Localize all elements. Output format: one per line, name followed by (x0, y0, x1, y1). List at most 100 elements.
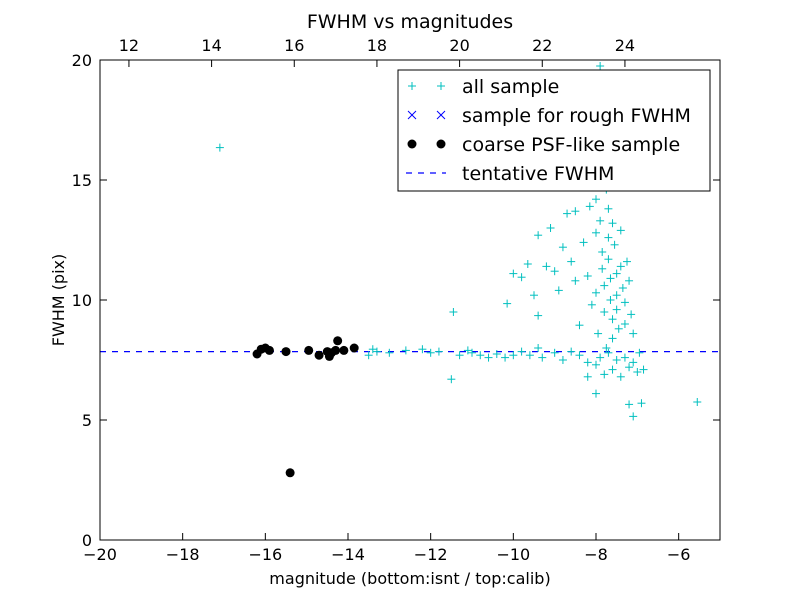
all-sample-point (215, 143, 224, 152)
x-axis-label: magnitude (bottom:isnt / top:calib) (269, 569, 550, 588)
all-sample-point (476, 351, 485, 360)
all-sample-point (608, 219, 617, 228)
x-tick-label: −18 (166, 545, 200, 564)
all-sample-point (558, 356, 567, 364)
all-sample-point (567, 257, 576, 266)
all-sample-point (579, 238, 588, 247)
all-sample-point (484, 353, 493, 362)
all-sample-point (635, 348, 644, 357)
top-x-tick-label: 18 (367, 36, 387, 55)
all-sample-point (449, 308, 458, 316)
plot-area (100, 62, 720, 478)
all-sample-point (592, 360, 600, 369)
legend-entry-label: tentative FWHM (462, 163, 614, 185)
all-sample-point (583, 372, 592, 381)
top-x-tick-label: 14 (201, 36, 221, 55)
all-sample-point (606, 274, 615, 283)
x-tick-label: −14 (331, 545, 365, 564)
legend-entry-label: all sample (462, 76, 559, 98)
all-sample-point (600, 281, 609, 290)
all-sample-point (517, 347, 526, 356)
all-sample-point (517, 273, 526, 282)
all-sample-point (447, 375, 456, 384)
all-sample-point (618, 284, 627, 292)
legend-entry-label: sample for rough FWHM (462, 105, 691, 127)
psf-like-point (281, 347, 291, 357)
all-sample-point (558, 243, 567, 252)
all-sample-point (585, 202, 594, 211)
all-sample-point (596, 216, 605, 225)
all-sample-point (385, 348, 394, 357)
all-sample-point (629, 412, 638, 421)
all-sample-point (587, 300, 596, 309)
all-sample-point (575, 321, 584, 330)
all-sample-point (625, 276, 634, 285)
all-sample-point (608, 315, 617, 324)
all-sample-point (606, 296, 615, 304)
all-sample-point (571, 207, 580, 216)
all-sample-point (598, 264, 607, 273)
all-sample-point (592, 195, 600, 204)
all-sample-point (583, 272, 592, 280)
all-sample-point (600, 370, 609, 379)
all-sample-point (571, 276, 580, 285)
all-sample-point (616, 372, 625, 381)
legend-entry-label: coarse PSF-like sample (462, 134, 680, 156)
all-sample-point (523, 260, 532, 268)
all-sample-point (434, 347, 443, 356)
all-sample-point (623, 257, 631, 266)
psf-like-point (349, 343, 359, 353)
psf-like-point (339, 345, 349, 355)
all-sample-point (639, 365, 648, 374)
all-sample-point (550, 267, 559, 276)
x-tick-label: −20 (83, 545, 117, 564)
all-sample-point (629, 329, 638, 338)
all-sample-point (620, 298, 629, 307)
top-x-tick-label: 16 (284, 36, 304, 55)
all-sample-point (525, 351, 534, 360)
y-tick-label: 15 (72, 171, 92, 190)
all-sample-point (612, 356, 621, 364)
x-tick-label: −16 (248, 545, 282, 564)
top-x-tick-label: 22 (532, 36, 552, 55)
all-sample-point (612, 291, 621, 300)
all-sample-point (614, 324, 623, 333)
all-sample-point (637, 399, 646, 408)
x-tick-label: −10 (496, 545, 530, 564)
all-sample-point (418, 345, 427, 354)
all-sample-point (372, 347, 381, 356)
all-sample-point (633, 368, 642, 376)
legend-marker-all-sample (437, 82, 445, 90)
y-axis-label: FWHM (pix) (49, 254, 68, 347)
chart-title: FWHM vs magnitudes (307, 11, 513, 33)
all-sample-point (534, 311, 543, 320)
all-sample-point (401, 346, 410, 355)
all-sample-point (492, 350, 501, 358)
legend-marker-psf-like (436, 139, 446, 149)
all-sample-point (596, 353, 605, 362)
all-sample-point (600, 308, 609, 316)
y-tick-label: 10 (72, 291, 92, 310)
all-sample-point (583, 358, 592, 367)
all-sample-point (604, 348, 613, 357)
all-sample-point (503, 299, 512, 308)
psf-like-point (264, 345, 274, 355)
psf-like-point (285, 468, 295, 478)
all-sample-point (598, 248, 607, 256)
all-sample-point (575, 351, 584, 360)
y-tick-label: 0 (82, 531, 92, 550)
legend-marker-psf-like (407, 139, 417, 149)
all-sample-point (608, 365, 617, 374)
all-sample-point (608, 334, 617, 343)
all-sample-point (563, 209, 572, 218)
all-sample-point (625, 363, 634, 372)
all-sample-point (554, 286, 563, 295)
all-sample-point (534, 344, 543, 352)
psf-like-point (314, 350, 324, 360)
all-sample-point (509, 269, 518, 278)
all-sample-point (542, 262, 551, 271)
all-sample-point (604, 255, 613, 264)
all-sample-point (567, 347, 576, 356)
all-sample-point (610, 240, 619, 249)
